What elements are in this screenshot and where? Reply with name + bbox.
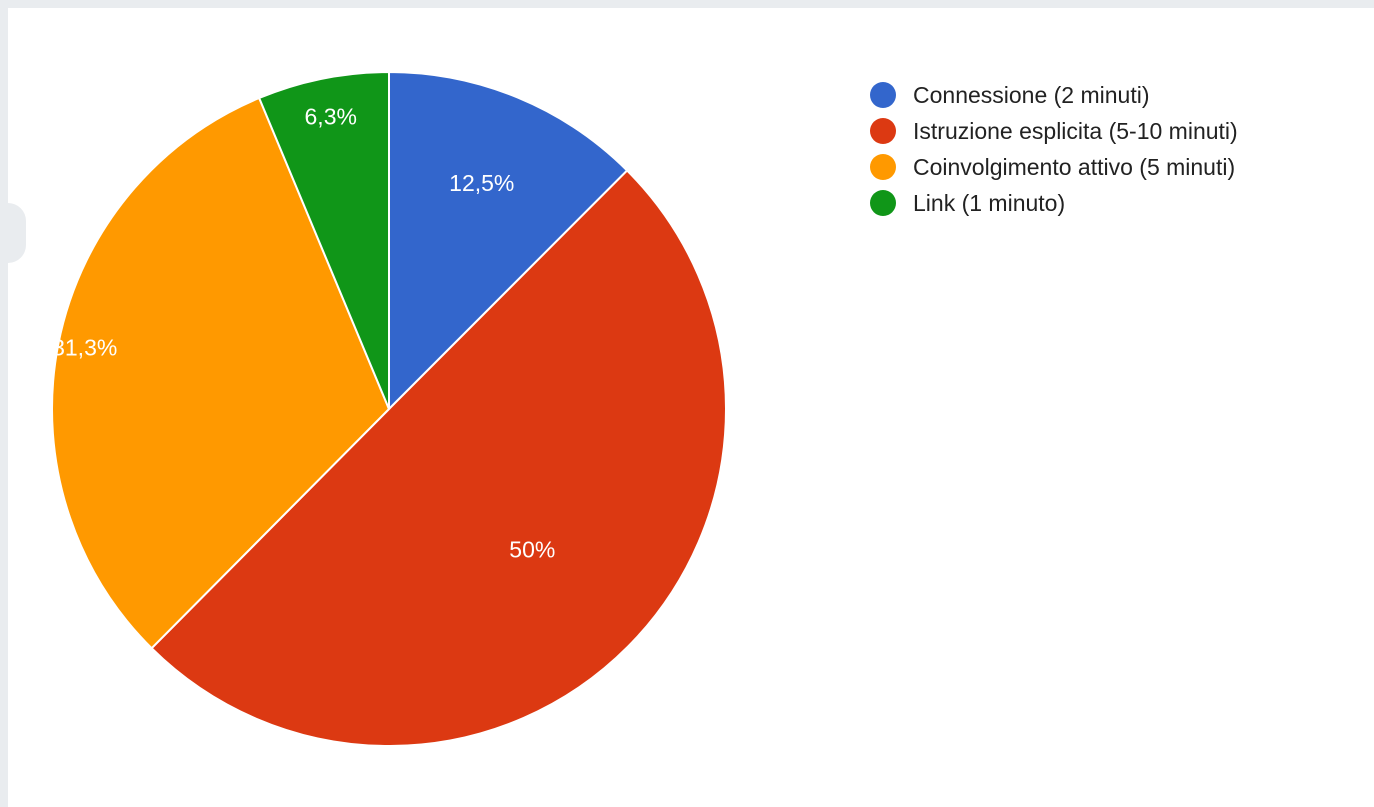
- pie-slice-4[interactable]: [257, 70, 390, 410]
- legend-label: Coinvolgimento attivo (5 minuti): [913, 153, 1236, 180]
- legend-item[interactable]: Connessione (2 minuti): [870, 77, 1238, 113]
- legend-item[interactable]: Link (1 minuto): [870, 185, 1238, 221]
- legend: Connessione (2 minuti) Istruzione esplici…: [870, 77, 1238, 221]
- pie-value-label-1: 12,5%: [449, 170, 514, 196]
- legend-item[interactable]: Istruzione esplicita (5-10 minuti): [870, 113, 1238, 149]
- pie-slice-3[interactable]: [51, 96, 391, 650]
- pie-value-label-2: 50%: [509, 537, 555, 563]
- legend-swatch: [870, 154, 896, 180]
- legend-swatch: [870, 118, 896, 144]
- pie-value-labels: 12,5% 50% 31,3% 6,3%: [52, 103, 555, 562]
- pie-value-label-4: 6,3%: [305, 103, 357, 129]
- pie-chart: 12,5% 50% 31,3% 6,3%: [51, 70, 727, 747]
- pie-slices: [51, 70, 727, 747]
- pie-slice-1[interactable]: [388, 70, 629, 412]
- legend-label: Link (1 minuto): [913, 189, 1066, 216]
- legend-swatch: [870, 190, 896, 216]
- side-handle: [0, 203, 26, 263]
- legend-item[interactable]: Coinvolgimento attivo (5 minuti): [870, 149, 1238, 185]
- legend-swatch: [870, 82, 896, 108]
- pie-slice-2[interactable]: [150, 169, 727, 747]
- legend-label: Istruzione esplicita (5-10 minuti): [913, 117, 1238, 144]
- chart-card: 12,5% 50% 31,3% 6,3% Connessione (2 minuti)…: [0, 8, 1374, 807]
- pie-value-label-3: 31,3%: [52, 335, 117, 361]
- legend-label: Connessione (2 minuti): [913, 81, 1150, 108]
